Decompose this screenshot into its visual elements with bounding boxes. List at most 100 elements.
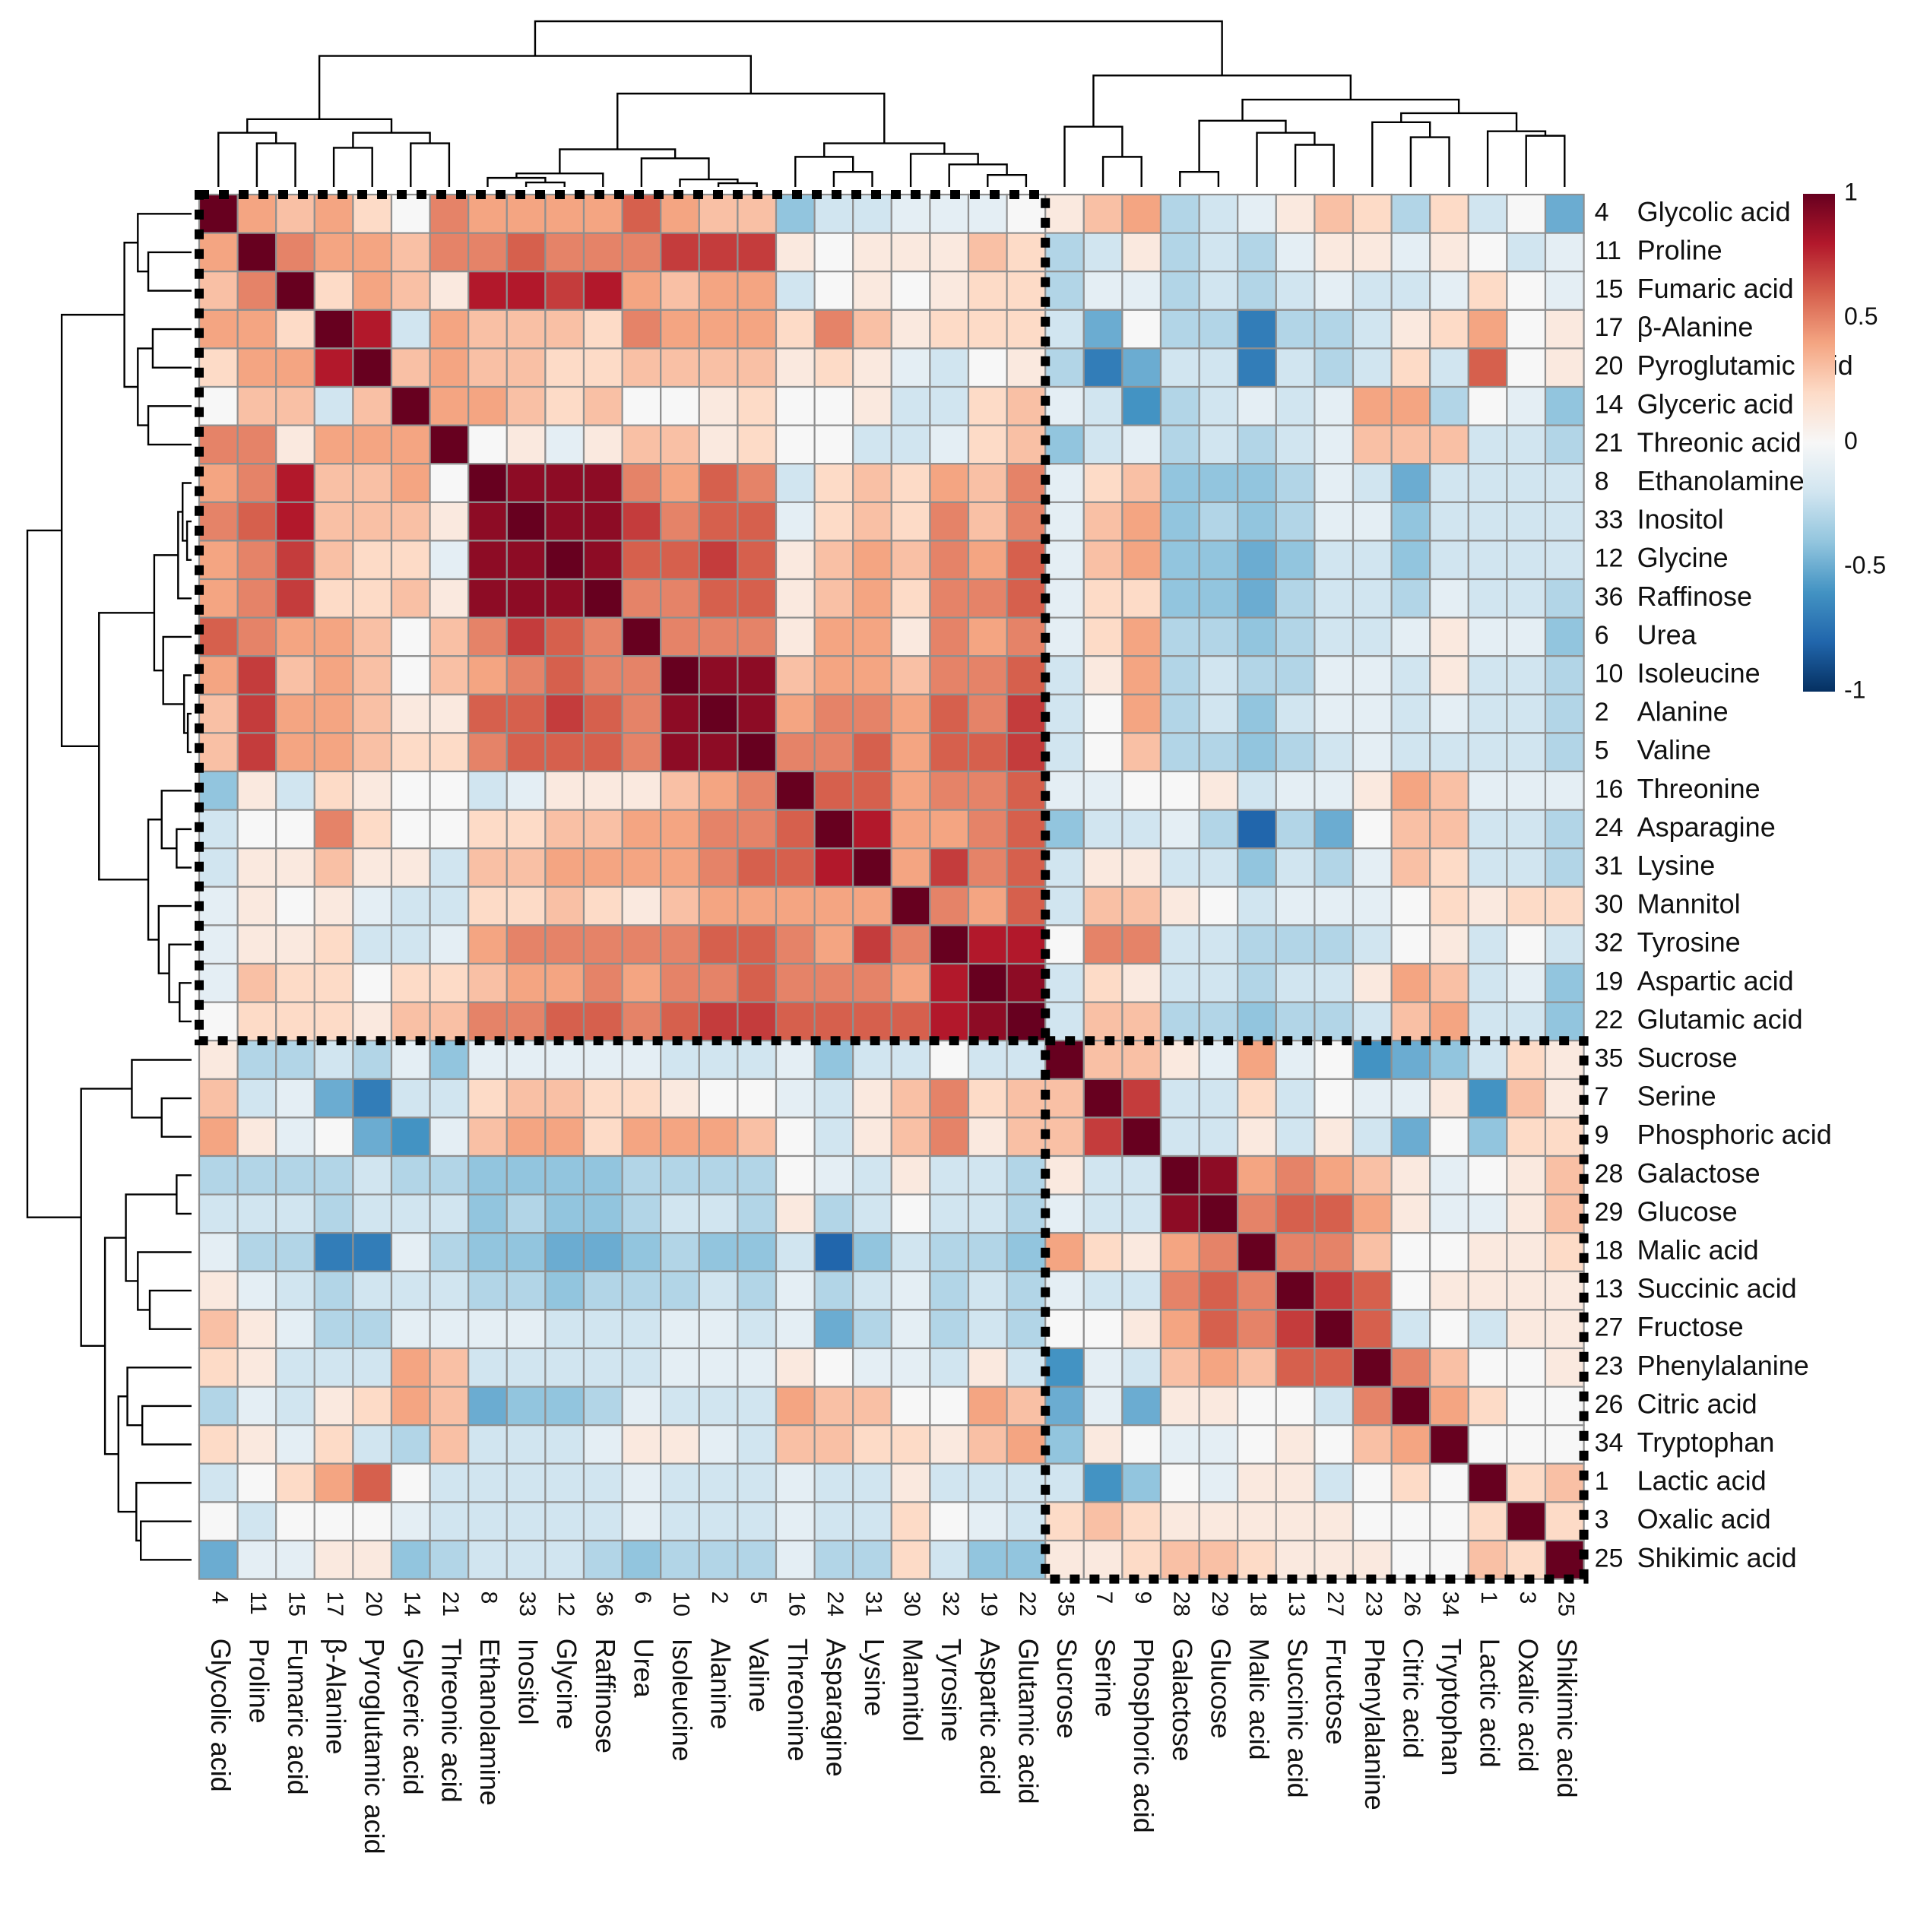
heatmap-cell bbox=[1390, 847, 1431, 888]
column-label-id: 36 bbox=[591, 1592, 616, 1617]
dendrogram-branch bbox=[147, 819, 162, 941]
heatmap-cell bbox=[198, 1424, 239, 1465]
heatmap-cell bbox=[737, 1001, 778, 1042]
heatmap-cell bbox=[775, 578, 816, 619]
heatmap-cell bbox=[890, 463, 931, 503]
heatmap-cell bbox=[621, 732, 662, 773]
heatmap-cell bbox=[621, 1001, 662, 1042]
heatmap-cell bbox=[1121, 962, 1162, 1003]
dendrogram-branch bbox=[1294, 144, 1335, 187]
column-label-id: 31 bbox=[861, 1592, 886, 1617]
heatmap-cell bbox=[813, 1462, 854, 1503]
column-label-id: 3 bbox=[1515, 1592, 1540, 1604]
heatmap-cell bbox=[929, 885, 970, 926]
heatmap-cell bbox=[1467, 540, 1508, 581]
heatmap-cell bbox=[582, 885, 623, 926]
heatmap-cell bbox=[737, 1040, 778, 1080]
heatmap-cell bbox=[429, 1154, 470, 1196]
heatmap-cell bbox=[1390, 501, 1431, 542]
heatmap-cell bbox=[775, 1001, 816, 1042]
heatmap-cell bbox=[890, 732, 931, 773]
heatmap-cell bbox=[1082, 1001, 1123, 1042]
heatmap-cell bbox=[544, 1232, 585, 1272]
heatmap-cell bbox=[1544, 1270, 1585, 1311]
heatmap-cell bbox=[1082, 271, 1123, 311]
heatmap-cell bbox=[890, 1309, 931, 1350]
heatmap-cell bbox=[1044, 1424, 1085, 1465]
heatmap-cell bbox=[236, 1154, 277, 1196]
heatmap-cell bbox=[698, 1462, 739, 1503]
heatmap-cell bbox=[1044, 578, 1085, 619]
row-label-id: 33 bbox=[1595, 505, 1624, 534]
heatmap-cell bbox=[467, 463, 508, 503]
heatmap-cell bbox=[1390, 1424, 1431, 1465]
heatmap-cell bbox=[1314, 1040, 1355, 1080]
row-label-id: 17 bbox=[1595, 313, 1624, 342]
cluster-boxes bbox=[195, 190, 1589, 1584]
heatmap-cell bbox=[429, 1539, 470, 1580]
heatmap-cell bbox=[390, 809, 431, 850]
heatmap-cell bbox=[621, 1270, 662, 1311]
heatmap-cell bbox=[1198, 962, 1239, 1003]
heatmap-cell bbox=[275, 770, 315, 811]
row-label-id: 36 bbox=[1595, 582, 1624, 611]
heatmap-cell bbox=[1429, 1232, 1469, 1272]
heatmap-cell bbox=[198, 232, 239, 273]
heatmap-cell bbox=[236, 885, 277, 926]
dendrogram-branch bbox=[135, 1481, 192, 1542]
heatmap-cell bbox=[1506, 1309, 1547, 1350]
heatmap-cell bbox=[429, 1193, 470, 1234]
heatmap-cell bbox=[467, 693, 508, 734]
heatmap-cell bbox=[198, 885, 239, 926]
row-label-name: Phenylalanine bbox=[1637, 1350, 1809, 1381]
heatmap-cell bbox=[582, 1040, 623, 1080]
heatmap-cell bbox=[660, 1154, 700, 1196]
heatmap-cell bbox=[467, 1386, 508, 1427]
heatmap-cell bbox=[352, 501, 393, 542]
heatmap-cell bbox=[737, 1270, 778, 1311]
heatmap-cell bbox=[429, 232, 470, 273]
heatmap-cell bbox=[198, 271, 239, 311]
row-label-id: 19 bbox=[1595, 967, 1624, 996]
heatmap-cell bbox=[275, 424, 315, 465]
dendrogram-branch bbox=[137, 1251, 192, 1311]
dendrogram-branch bbox=[1409, 136, 1450, 187]
heatmap-cell bbox=[1314, 271, 1355, 311]
dendrogram-branch bbox=[137, 213, 192, 273]
heatmap-cell bbox=[1198, 885, 1239, 926]
row-label-name: Succinic acid bbox=[1637, 1273, 1797, 1304]
heatmap-cell bbox=[429, 924, 470, 965]
heatmap-cell bbox=[890, 1270, 931, 1311]
heatmap-cell bbox=[1198, 1001, 1239, 1042]
heatmap-cell bbox=[505, 540, 547, 581]
heatmap-cell bbox=[929, 501, 970, 542]
heatmap-cell bbox=[505, 655, 547, 695]
heatmap-cell bbox=[1275, 501, 1316, 542]
dendrogram-branch bbox=[948, 163, 1008, 187]
heatmap-cell bbox=[967, 1309, 1008, 1350]
dendrogram-branch bbox=[1092, 74, 1352, 127]
heatmap-cell bbox=[1006, 347, 1047, 388]
row-label-id: 13 bbox=[1595, 1275, 1624, 1303]
heatmap-cell bbox=[390, 271, 431, 311]
heatmap-cell bbox=[1352, 1347, 1393, 1388]
heatmap-cell bbox=[1467, 1501, 1508, 1542]
heatmap-cell bbox=[275, 1462, 315, 1503]
heatmap-cell bbox=[813, 1501, 854, 1542]
column-label-name: Urea bbox=[628, 1639, 659, 1699]
heatmap-cell bbox=[852, 463, 892, 503]
heatmap-cell bbox=[313, 962, 354, 1003]
column-label-name: Malic acid bbox=[1244, 1639, 1275, 1760]
heatmap-cell bbox=[1275, 732, 1316, 773]
heatmap-cell bbox=[390, 693, 431, 734]
heatmap-cell bbox=[352, 1539, 393, 1580]
heatmap-cell bbox=[1044, 962, 1085, 1003]
heatmap-cell bbox=[1275, 809, 1316, 850]
dendrogram-branch bbox=[1256, 131, 1316, 187]
heatmap-cell bbox=[313, 1270, 354, 1311]
heatmap-cell bbox=[1544, 847, 1585, 888]
heatmap-cell bbox=[352, 309, 393, 350]
heatmap-cell bbox=[1352, 424, 1393, 465]
heatmap-cell bbox=[1390, 809, 1431, 850]
heatmap-cell bbox=[890, 424, 931, 465]
